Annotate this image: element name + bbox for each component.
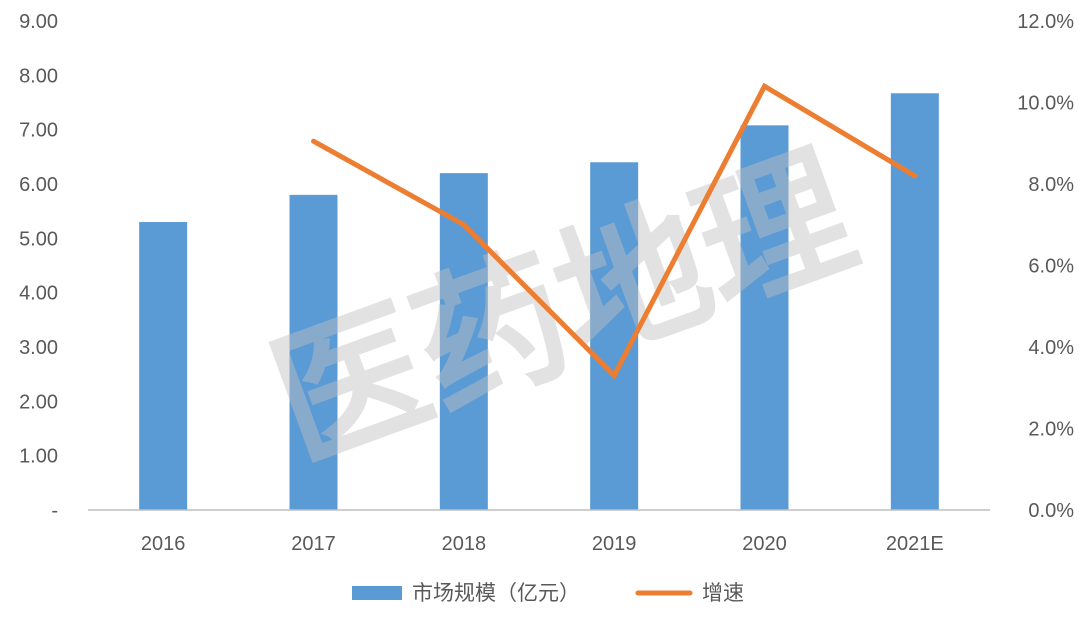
left-tick-label: 8.00 bbox=[19, 65, 58, 87]
left-axis-ticks: - 1.00 2.00 3.00 4.00 5.00 6.00 7.00 8.00 9.00 bbox=[19, 11, 58, 522]
right-tick-label: 0.0% bbox=[1028, 500, 1074, 522]
legend-label-bar: 市场规模（亿元） bbox=[412, 581, 580, 605]
right-tick-label: 6.0% bbox=[1028, 256, 1074, 278]
right-tick-label: 12.0% bbox=[1017, 11, 1074, 33]
right-axis-ticks: 0.0% 2.0% 4.0% 6.0% 8.0% 10.0% 12.0% bbox=[1017, 11, 1074, 522]
left-tick-label: 7.00 bbox=[19, 120, 58, 142]
left-tick-label: 4.00 bbox=[19, 283, 58, 305]
right-tick-label: 2.0% bbox=[1028, 419, 1074, 441]
x-tick-label: 2019 bbox=[592, 533, 637, 555]
left-tick-label: - bbox=[51, 500, 58, 522]
x-tick-label: 2021E bbox=[886, 533, 944, 555]
right-tick-label: 4.0% bbox=[1028, 337, 1074, 359]
bar-2021E bbox=[890, 93, 939, 510]
x-tick-label: 2016 bbox=[141, 533, 186, 555]
bar-2019 bbox=[590, 162, 639, 510]
x-tick-label: 2017 bbox=[291, 533, 336, 555]
left-tick-label: 6.00 bbox=[19, 174, 58, 196]
left-tick-label: 9.00 bbox=[19, 11, 58, 33]
left-tick-label: 1.00 bbox=[19, 446, 58, 468]
bar-2017 bbox=[289, 194, 338, 510]
right-tick-label: 8.0% bbox=[1028, 174, 1074, 196]
legend-label-line: 增速 bbox=[702, 581, 744, 605]
legend-swatch-bar bbox=[352, 586, 402, 600]
bar-2018 bbox=[439, 173, 488, 510]
x-tick-label: 2020 bbox=[742, 533, 787, 555]
legend: 市场规模（亿元） 增速 bbox=[352, 581, 744, 605]
right-tick-label: 10.0% bbox=[1017, 93, 1074, 115]
bar-2020 bbox=[740, 125, 789, 510]
left-tick-label: 3.00 bbox=[19, 337, 58, 359]
bar-2016 bbox=[139, 222, 188, 511]
x-tick-label: 2018 bbox=[442, 533, 487, 555]
left-tick-label: 5.00 bbox=[19, 228, 58, 250]
line-layer bbox=[311, 82, 918, 380]
left-tick-label: 2.00 bbox=[19, 391, 58, 413]
x-axis-ticks: 2016 2017 2018 2019 2020 2021E bbox=[141, 533, 944, 555]
bars-layer bbox=[139, 93, 939, 511]
